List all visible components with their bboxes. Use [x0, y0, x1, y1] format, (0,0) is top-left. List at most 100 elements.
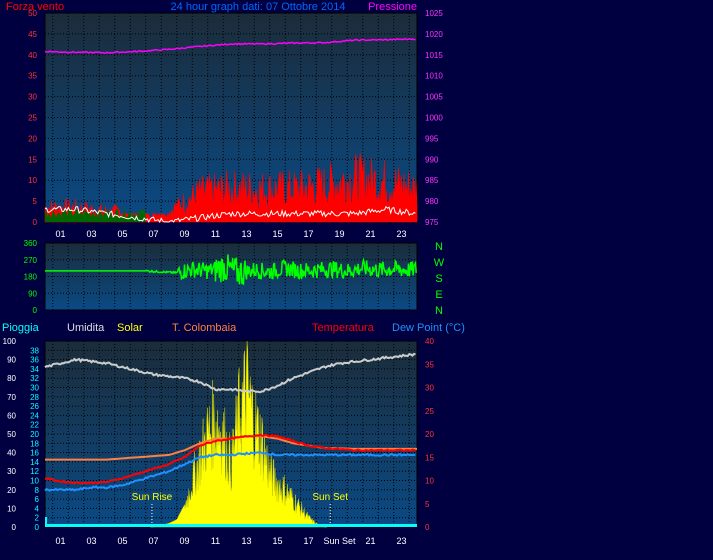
- tick-label-direction: 90: [28, 289, 37, 298]
- tick-label-umidita: 20: [7, 486, 16, 495]
- tick-label-pioggia: 20: [30, 430, 39, 439]
- pioggia-bar: [45, 524, 417, 527]
- x-tick-label: 21: [365, 536, 375, 546]
- x-tick-label: 23: [396, 229, 406, 239]
- tick-label-pioggia: 36: [30, 356, 39, 365]
- x-tick-label: 19: [334, 229, 344, 239]
- tick-label-wind: 25: [28, 114, 37, 123]
- dew-point-line: [44, 451, 416, 492]
- tick-label-wind: 35: [28, 72, 37, 81]
- compass-s: S: [435, 273, 442, 285]
- tick-label-wind: 20: [28, 134, 37, 143]
- x-tick-label: 07: [148, 536, 158, 546]
- header-right-label: Pressione: [368, 1, 417, 13]
- sun-rise-label: Sun Rise: [132, 492, 173, 503]
- compass-e: E: [435, 289, 442, 301]
- tick-label-pioggia: 34: [30, 365, 39, 374]
- tick-label-pressure: 1010: [425, 72, 443, 81]
- tick-label-pioggia: 32: [30, 374, 39, 383]
- tick-label-pressure: 980: [425, 197, 439, 206]
- x-tick-label: 07: [148, 229, 158, 239]
- x-tick-label: 17: [303, 536, 313, 546]
- tick-label-temperatura: 0: [425, 523, 430, 532]
- x-tick-label: 15: [272, 536, 282, 546]
- sun-set-label: Sun Set: [312, 492, 348, 503]
- tick-label-umidita: 30: [7, 467, 16, 476]
- tick-label-wind: 15: [28, 155, 37, 164]
- legend-pioggia: Pioggia: [2, 322, 40, 334]
- tick-label-direction: 0: [33, 306, 38, 315]
- x-tick-label: 15: [272, 229, 282, 239]
- tick-label-wind: 5: [33, 197, 38, 206]
- header-left-label: Forza vento: [6, 1, 64, 13]
- tick-label-umidita: 80: [7, 374, 16, 383]
- compass-w: W: [434, 257, 445, 269]
- x-tick-label: 03: [86, 229, 96, 239]
- tick-label-umidita: 40: [7, 449, 16, 458]
- tick-label-pioggia: 14: [30, 458, 39, 467]
- tick-label-pioggia: 28: [30, 393, 39, 402]
- tick-label-pioggia: 0: [35, 523, 40, 532]
- tick-label-umidita: 0: [12, 523, 17, 532]
- gust-line: [44, 205, 416, 224]
- wind-series: [44, 153, 418, 224]
- tick-label-umidita: 100: [3, 337, 17, 346]
- x-tick-label: 01: [55, 229, 65, 239]
- x-tick-label: 23: [396, 536, 406, 546]
- legend-temperatura: Temperatura: [312, 322, 375, 334]
- tick-label-temperatura: 5: [425, 500, 430, 509]
- tick-label-temperatura: 35: [425, 360, 434, 369]
- tick-label-pioggia: 2: [35, 514, 40, 523]
- pressure-line: [44, 37, 416, 54]
- x-tick-label: 17: [303, 229, 313, 239]
- wind-green-area: [45, 207, 146, 222]
- legend-umidita: Umidita: [67, 322, 105, 334]
- tick-label-direction: 180: [24, 273, 38, 282]
- tick-label-wind: 40: [28, 51, 37, 60]
- right-empty-panel: [466, 0, 713, 555]
- compass-n-bottom: N: [435, 305, 443, 317]
- legend-dew-point: Dew Point (°C): [392, 322, 465, 334]
- x-tick-label: 05: [117, 229, 127, 239]
- tick-label-wind: 50: [28, 9, 37, 18]
- tick-label-pioggia: 38: [30, 346, 39, 355]
- tick-label-pioggia: 12: [30, 467, 39, 476]
- x-tick-label: Sun Set: [323, 536, 356, 546]
- chart-canvas: 0510152025303540455097598098599099510001…: [2, 1, 465, 546]
- tick-label-umidita: 70: [7, 393, 16, 402]
- x-tick-label: 03: [86, 536, 96, 546]
- tick-label-wind: 30: [28, 93, 37, 102]
- tick-label-wind: 0: [33, 218, 38, 227]
- tick-label-wind: 10: [28, 176, 37, 185]
- tick-label-umidita: 90: [7, 356, 16, 365]
- tick-label-pressure: 975: [425, 218, 439, 227]
- solar-area: [150, 341, 328, 528]
- tick-label-pioggia: 22: [30, 421, 39, 430]
- x-tick-label: 01: [55, 536, 65, 546]
- tick-label-umidita: 10: [7, 504, 16, 513]
- tick-label-wind: 45: [28, 30, 37, 39]
- tick-label-umidita: 50: [7, 430, 16, 439]
- pioggia-spike: [45, 517, 47, 527]
- tick-label-pioggia: 30: [30, 384, 39, 393]
- tick-label-pressure: 995: [425, 134, 439, 143]
- tick-label-pioggia: 18: [30, 439, 39, 448]
- legend-solar: Solar: [117, 322, 143, 334]
- tick-label-pioggia: 6: [35, 495, 40, 504]
- x-tick-label: 05: [117, 536, 127, 546]
- tick-label-pressure: 1005: [425, 93, 443, 102]
- tick-label-temperatura: 20: [425, 430, 434, 439]
- temperatura-line: [44, 433, 416, 485]
- tick-label-pioggia: 16: [30, 449, 39, 458]
- tick-label-direction: 270: [24, 256, 38, 265]
- tick-label-pressure: 1020: [425, 30, 443, 39]
- tick-label-pressure: 1015: [425, 51, 443, 60]
- legend-t-colombaia: T. Colombaia: [172, 322, 237, 334]
- tick-label-temperatura: 25: [425, 407, 434, 416]
- tick-label-pressure: 1025: [425, 9, 443, 18]
- x-tick-label: 13: [241, 536, 251, 546]
- tick-label-temperatura: 10: [425, 477, 434, 486]
- tick-label-pressure: 1000: [425, 114, 443, 123]
- x-tick-label: 13: [241, 229, 251, 239]
